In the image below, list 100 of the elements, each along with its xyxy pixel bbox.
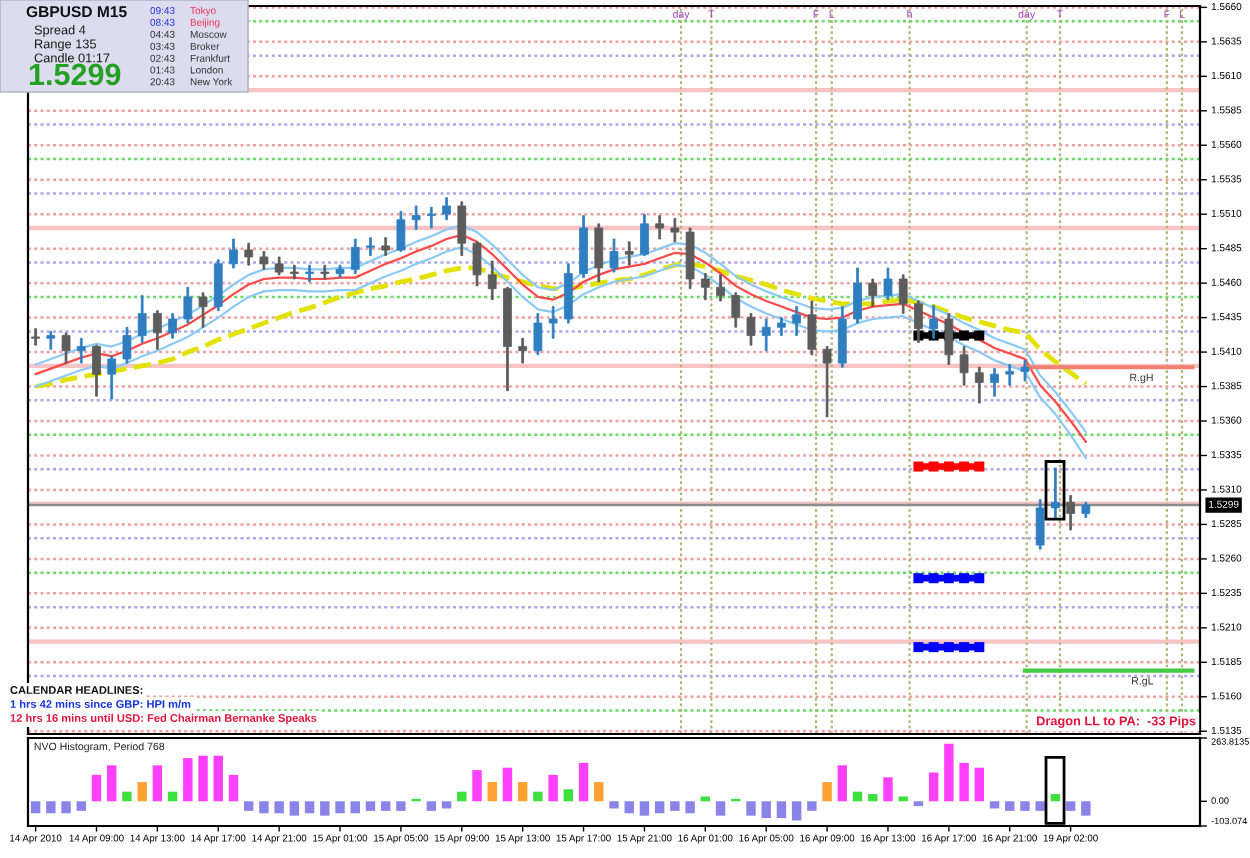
- candlestick: [229, 238, 238, 269]
- bar: [822, 782, 832, 802]
- candlestick: [1005, 364, 1015, 386]
- bar: [228, 774, 239, 802]
- bar: [502, 767, 513, 802]
- candlestick: [1066, 495, 1075, 531]
- bar: [183, 758, 193, 802]
- bar: [746, 801, 756, 816]
- bar: [274, 801, 284, 814]
- bar: [122, 791, 132, 802]
- candlestick: [1051, 467, 1060, 518]
- candlestick: [792, 306, 802, 336]
- candlestick: [868, 278, 878, 307]
- bar: [517, 782, 528, 802]
- candlestick: [503, 286, 512, 392]
- bar: [304, 801, 315, 814]
- point: [928, 642, 939, 653]
- bar: [624, 801, 634, 814]
- candlestick: [640, 213, 649, 256]
- bar: [989, 801, 1000, 809]
- bar: [350, 801, 360, 814]
- candlestick: [426, 206, 436, 229]
- point: [913, 573, 924, 584]
- candlestick: [213, 259, 223, 312]
- candlestick: [548, 306, 558, 339]
- point: [974, 330, 985, 341]
- point: [959, 330, 970, 341]
- bar: [213, 755, 223, 802]
- point: [913, 461, 924, 472]
- candlestick: [122, 326, 132, 364]
- candlestick: [974, 366, 984, 404]
- candlestick: [335, 264, 345, 279]
- candlestick: [381, 237, 391, 256]
- bar: [30, 801, 41, 814]
- candlestick: [746, 313, 756, 346]
- bar: [441, 801, 452, 809]
- candlestick: [624, 241, 634, 266]
- candlestick: [183, 286, 193, 324]
- bar: [594, 782, 604, 802]
- candlestick: [487, 260, 497, 301]
- candlestick: [244, 242, 254, 266]
- bar: [959, 762, 969, 802]
- bar: [426, 801, 437, 811]
- bar: [243, 801, 254, 811]
- bar: [807, 801, 817, 811]
- candlestick: [822, 346, 832, 418]
- bar: [715, 801, 726, 816]
- point: [913, 642, 924, 653]
- candlestick: [777, 317, 786, 336]
- candlestick: [137, 295, 147, 343]
- candlestick: [685, 227, 695, 290]
- bar: [974, 767, 985, 802]
- bar: [883, 777, 893, 802]
- candlestick: [350, 238, 360, 274]
- bar: [791, 801, 802, 821]
- point: [959, 573, 970, 584]
- candlestick: [92, 344, 101, 397]
- point: [943, 642, 954, 653]
- candlestick: [700, 273, 710, 301]
- bar: [1050, 794, 1061, 802]
- point: [974, 461, 985, 472]
- point: [959, 461, 970, 472]
- candlestick: [594, 223, 604, 283]
- bar: [259, 801, 269, 814]
- candlestick: [883, 267, 893, 301]
- candlestick: [457, 201, 467, 256]
- candlestick: [655, 215, 665, 240]
- bar: [868, 794, 878, 802]
- bar: [578, 762, 589, 802]
- candlestick: [563, 263, 573, 324]
- candlestick: [761, 318, 771, 352]
- candlestick: [153, 310, 162, 350]
- bar: [1081, 801, 1091, 816]
- bar: [137, 782, 147, 802]
- line-series: [33, 261, 1089, 389]
- candlestick: [411, 205, 421, 230]
- bar: [609, 801, 619, 809]
- candlestick: [731, 292, 741, 328]
- bar: [913, 801, 924, 807]
- candlestick: [1081, 501, 1091, 518]
- bar: [700, 796, 711, 802]
- bar: [380, 801, 391, 811]
- candlestick: [853, 267, 862, 324]
- candlestick: [837, 306, 847, 368]
- bar: [1020, 801, 1030, 811]
- bar: [365, 801, 376, 811]
- candlestick: [716, 274, 725, 302]
- candlestick: [320, 264, 330, 280]
- bar: [533, 791, 543, 802]
- candlestick: [76, 337, 86, 364]
- bar: [76, 801, 86, 811]
- bar: [548, 774, 558, 802]
- candlestick: [518, 337, 528, 364]
- candlestick: [670, 217, 680, 243]
- bar: [898, 796, 908, 802]
- point: [959, 642, 970, 653]
- candlestick: [46, 330, 56, 350]
- candlestick: [990, 368, 999, 397]
- bar: [320, 801, 330, 816]
- bar: [944, 743, 954, 802]
